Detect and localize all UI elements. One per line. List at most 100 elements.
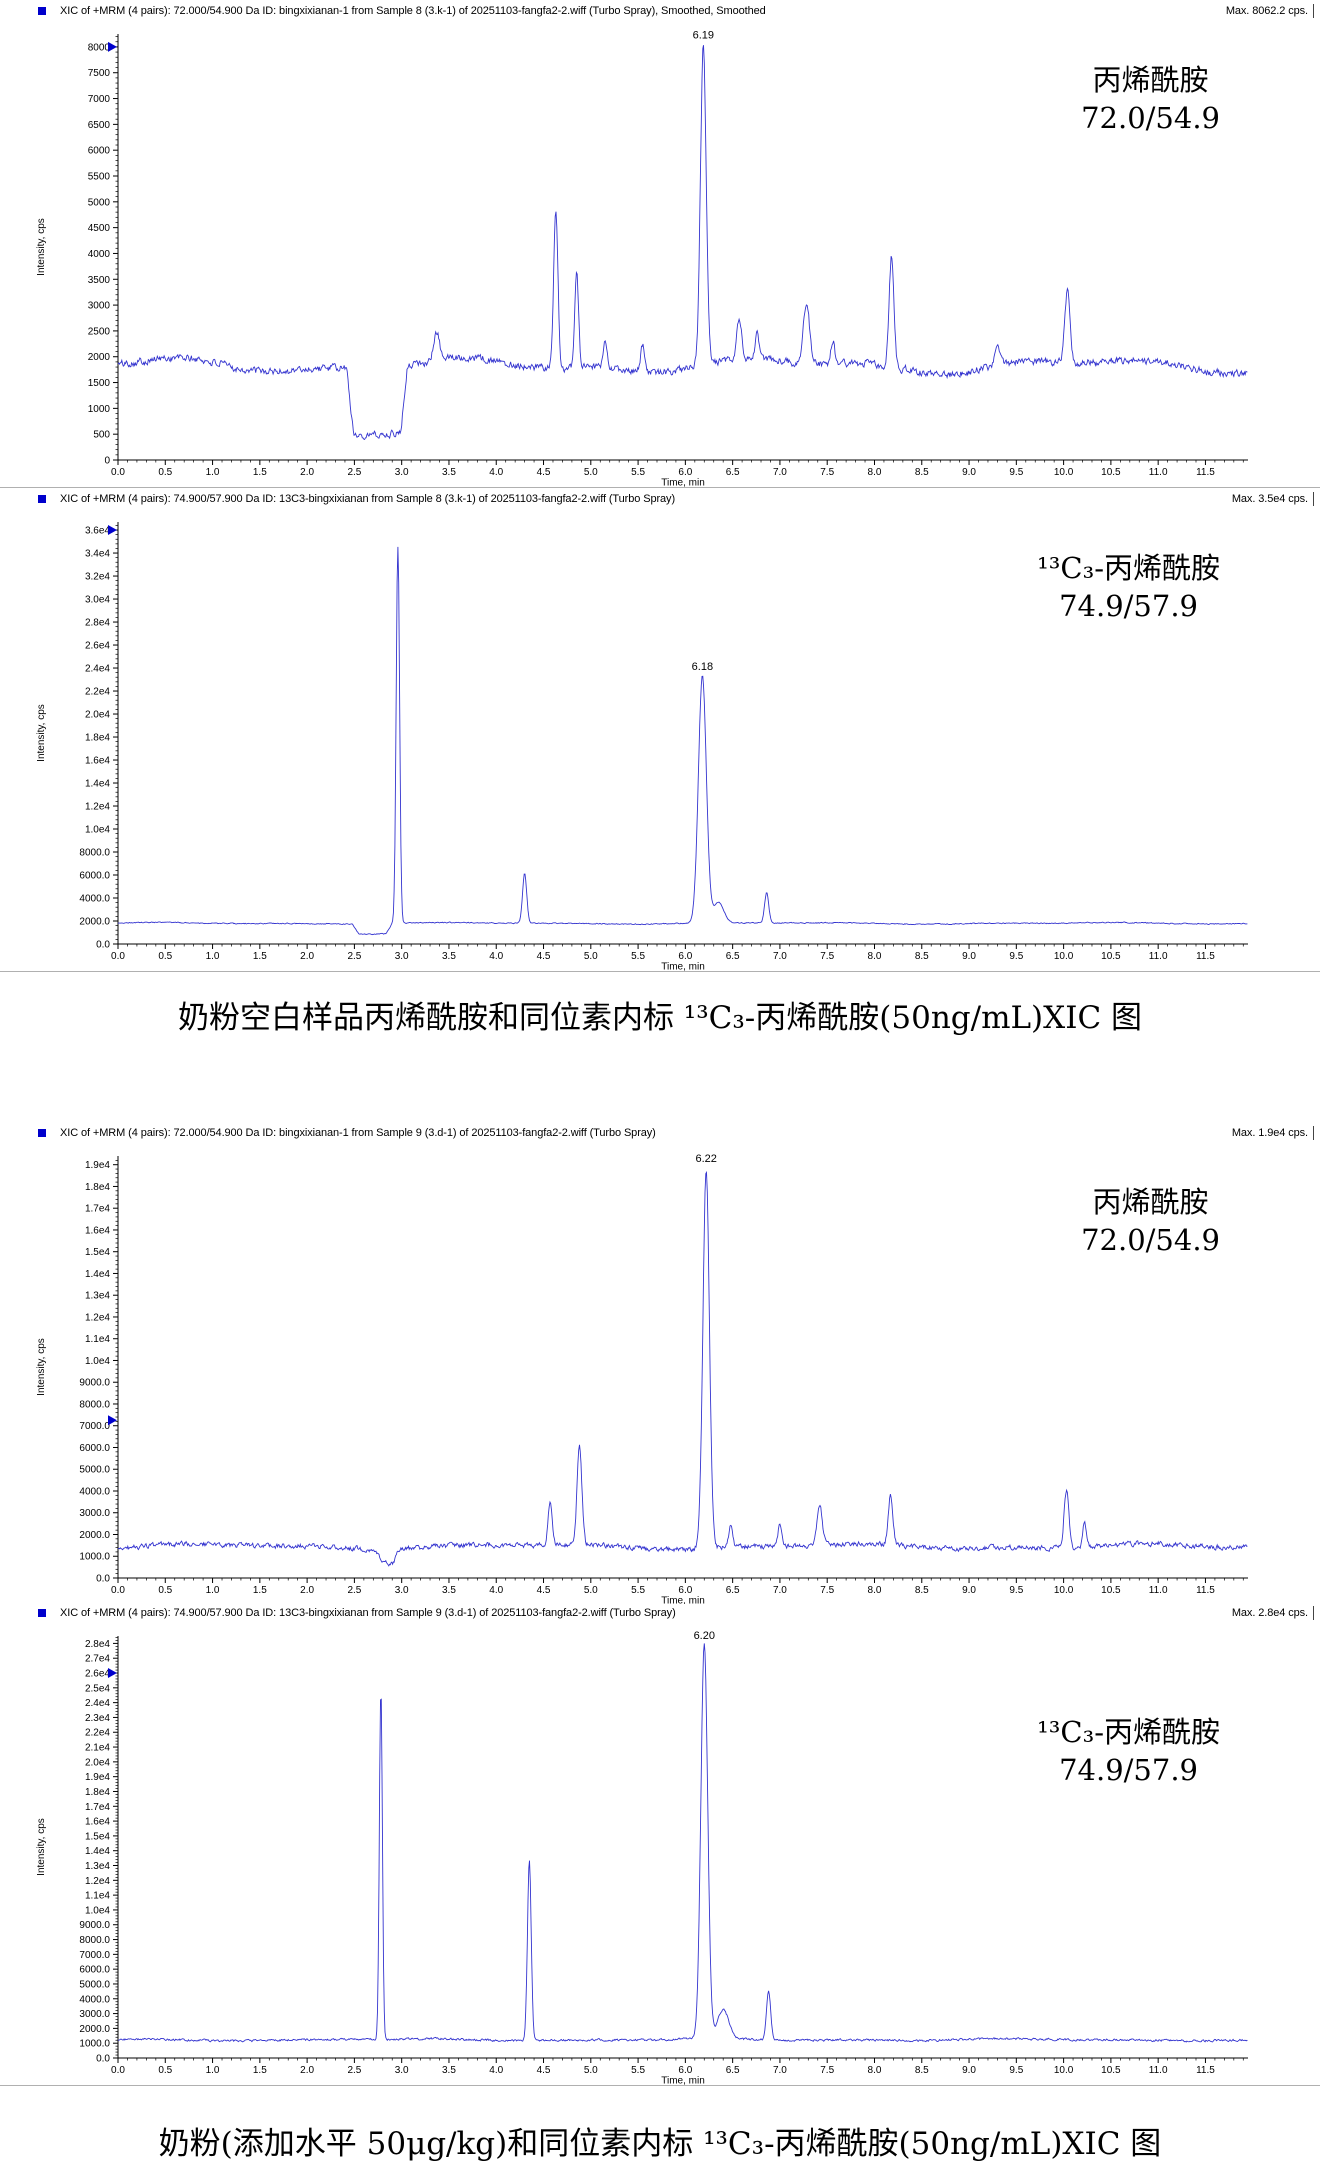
y-tick-label: 2.6e4	[85, 641, 110, 652]
y-tick-label: 2.2e4	[85, 1728, 110, 1739]
chromatogram-svg: 0.0 2000.0 4000.0 6000.0 8000.0 1.0e4 1.2e4 1.4…	[36, 522, 1248, 971]
y-tick-label: 5500	[88, 172, 111, 183]
y-tick-label: 2.2e4	[85, 687, 110, 698]
panel-max-intensity-label: Max. 8062.2 cps.	[1225, 5, 1308, 17]
x-tick-label: 1.5	[253, 467, 267, 478]
chart-area: 0 500 1000 1500 2000 2500 3000 3500 4000 4500 5000…	[0, 20, 1320, 487]
x-tick-label: 8.0	[868, 467, 882, 478]
x-tick-label: 9.5	[1009, 951, 1023, 962]
panel-header: XIC of +MRM (4 pairs): 74.900/57.900 Da …	[0, 490, 1320, 508]
y-tick-label: 7000.0	[79, 1421, 110, 1432]
compound-name-label: ¹³C₃-丙烯酰胺	[1037, 1715, 1220, 1749]
mrm-transition-label: 72.0/54.9	[1081, 1222, 1220, 1257]
x-tick-label: 8.5	[915, 951, 929, 962]
y-tick-label: 1.8e4	[85, 1182, 110, 1193]
compound-annotation: ¹³C₃-丙烯酰胺 74.9/57.9	[1037, 1714, 1220, 1789]
series-color-swatch-icon	[38, 1609, 46, 1617]
x-tick-label: 8.5	[915, 2065, 929, 2076]
series-color-swatch-icon	[38, 1129, 46, 1137]
y-tick-label: 1.6e4	[85, 756, 110, 767]
y-tick-label: 3000	[88, 301, 111, 312]
y-tick-label: 2.8e4	[85, 618, 110, 629]
y-tick-label: 1.4e4	[85, 1269, 110, 1280]
y-tick-label: 1.2e4	[85, 1876, 110, 1887]
header-divider	[1313, 4, 1314, 18]
x-tick-label: 9.0	[962, 1585, 976, 1596]
y-tick-label: 1.1e4	[85, 1891, 110, 1902]
x-tick-label: 4.5	[537, 951, 551, 962]
x-tick-label: 4.0	[489, 2065, 503, 2076]
mrm-transition-label: 72.0/54.9	[1081, 100, 1220, 135]
x-tick-label: 8.0	[868, 1585, 882, 1596]
y-tick-label: 2.4e4	[85, 664, 110, 675]
chromatogram-panel: XIC of +MRM (4 pairs): 72.000/54.900 Da …	[0, 1124, 1320, 1606]
x-tick-label: 2.5	[347, 467, 361, 478]
panel-max-intensity-label: Max. 1.9e4 cps.	[1231, 1127, 1308, 1139]
panel-max-intensity-label: Max. 2.8e4 cps.	[1231, 1607, 1308, 1619]
y-tick-label: 8000.0	[79, 848, 110, 859]
x-tick-label: 10.5	[1101, 951, 1121, 962]
x-tick-label: 4.0	[489, 951, 503, 962]
x-tick-label: 11.0	[1149, 2065, 1168, 2076]
panel-title: XIC of +MRM (4 pairs): 72.000/54.900 Da …	[60, 5, 766, 17]
y-tick-label: 2.0e4	[85, 710, 110, 721]
y-tick-label: 1.0e4	[85, 1356, 110, 1367]
y-tick-label: 4000	[88, 249, 111, 260]
x-tick-label: 3.5	[442, 467, 456, 478]
header-divider	[1313, 1126, 1314, 1140]
x-tick-label: 0.0	[111, 951, 125, 962]
y-tick-label: 1.7e4	[85, 1204, 110, 1215]
axis-position-marker-icon	[108, 41, 117, 52]
y-axis-title: Intensity, cps	[36, 1818, 47, 1876]
panel-title: XIC of +MRM (4 pairs): 74.900/57.900 Da …	[60, 493, 676, 505]
x-tick-label: 5.5	[631, 467, 645, 478]
y-tick-label: 1.4e4	[85, 1846, 110, 1857]
header-divider	[1313, 1606, 1314, 1620]
y-tick-label: 1.5e4	[85, 1247, 110, 1258]
x-tick-label: 6.0	[678, 467, 692, 478]
x-tick-label: 5.5	[631, 951, 645, 962]
x-tick-label: 11.0	[1149, 951, 1168, 962]
x-tick-label: 0.0	[111, 1585, 125, 1596]
x-tick-label: 7.5	[820, 2065, 834, 2076]
y-tick-label: 3000.0	[79, 1508, 110, 1519]
y-tick-label: 0.0	[96, 940, 110, 951]
axis-position-marker-icon	[108, 1668, 117, 1679]
y-tick-label: 0.0	[96, 2054, 110, 2065]
x-tick-label: 6.0	[678, 951, 692, 962]
y-tick-label: 5000.0	[79, 1465, 110, 1476]
y-tick-label: 1.7e4	[85, 1802, 110, 1813]
x-tick-label: 10.5	[1101, 2065, 1121, 2076]
y-tick-label: 7000.0	[79, 1950, 110, 1961]
x-tick-label: 2.5	[347, 1585, 361, 1596]
y-tick-label: 7500	[88, 68, 111, 79]
y-axis-title: Intensity, cps	[36, 218, 47, 276]
y-tick-label: 2000.0	[79, 1530, 110, 1541]
y-tick-label: 1.8e4	[85, 733, 110, 744]
x-tick-label: 11.5	[1196, 1585, 1215, 1596]
x-tick-label: 8.0	[868, 2065, 882, 2076]
x-tick-label: 0.0	[111, 467, 125, 478]
x-tick-label: 7.0	[773, 467, 787, 478]
x-tick-label: 10.0	[1054, 1585, 1074, 1596]
x-tick-label: 6.5	[726, 951, 740, 962]
y-tick-label: 2000.0	[79, 2024, 110, 2035]
mrm-transition-label: 74.9/57.9	[1059, 588, 1199, 623]
y-tick-label: 1.2e4	[85, 802, 110, 813]
x-tick-label: 0.5	[158, 1585, 172, 1596]
y-tick-label: 1.9e4	[85, 1160, 110, 1171]
x-tick-label: 9.5	[1009, 467, 1023, 478]
panel-header: XIC of +MRM (4 pairs): 72.000/54.900 Da …	[0, 1124, 1320, 1142]
y-tick-label: 2000.0	[79, 917, 110, 928]
y-tick-label: 7000	[88, 94, 111, 105]
x-tick-label: 0.5	[158, 951, 172, 962]
y-tick-label: 2.0e4	[85, 1757, 110, 1768]
x-tick-label: 2.0	[300, 467, 314, 478]
y-tick-label: 500	[93, 430, 110, 441]
x-tick-label: 11.5	[1196, 2065, 1215, 2076]
x-tick-label: 0.5	[158, 2065, 172, 2076]
x-tick-label: 10.0	[1054, 467, 1074, 478]
compound-name-label: 丙烯酰胺	[1092, 63, 1209, 97]
y-tick-label: 5000	[88, 197, 111, 208]
x-tick-label: 2.5	[347, 2065, 361, 2076]
